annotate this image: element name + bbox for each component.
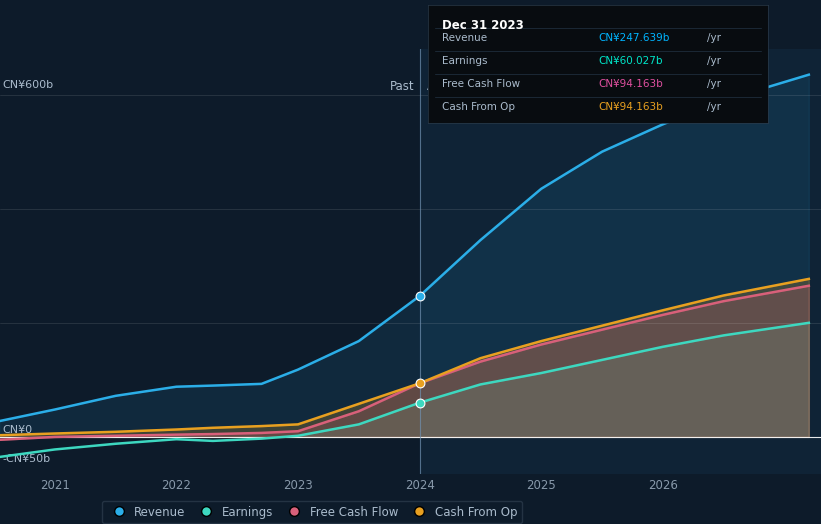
Text: CN¥600b: CN¥600b <box>2 80 53 90</box>
Text: /yr: /yr <box>707 33 721 43</box>
Text: /yr: /yr <box>707 79 721 89</box>
Text: CN¥94.163b: CN¥94.163b <box>598 79 663 89</box>
Text: /yr: /yr <box>707 102 721 112</box>
Point <box>413 379 426 387</box>
Text: CN¥60.027b: CN¥60.027b <box>598 56 663 66</box>
Text: Past: Past <box>390 80 415 93</box>
Text: Analysts Forecasts: Analysts Forecasts <box>427 80 537 93</box>
Text: CN¥0: CN¥0 <box>2 424 33 434</box>
Text: Earnings: Earnings <box>442 56 487 66</box>
Text: CN¥94.163b: CN¥94.163b <box>598 102 663 112</box>
Text: -CN¥50b: -CN¥50b <box>2 454 51 464</box>
Bar <box>0 49 420 474</box>
Bar <box>420 49 821 474</box>
Text: Cash From Op: Cash From Op <box>442 102 515 112</box>
Text: CN¥247.639b: CN¥247.639b <box>598 33 669 43</box>
Point <box>413 292 426 300</box>
Text: Free Cash Flow: Free Cash Flow <box>442 79 520 89</box>
Text: Revenue: Revenue <box>442 33 487 43</box>
Text: /yr: /yr <box>707 56 721 66</box>
Legend: Revenue, Earnings, Free Cash Flow, Cash From Op: Revenue, Earnings, Free Cash Flow, Cash … <box>102 501 522 523</box>
Text: Dec 31 2023: Dec 31 2023 <box>442 19 523 32</box>
Point <box>413 398 426 407</box>
